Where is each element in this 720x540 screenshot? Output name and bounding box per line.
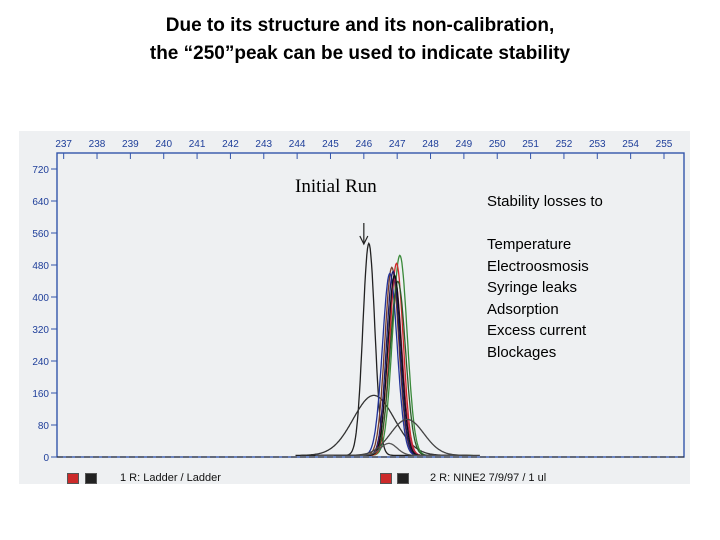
x-tick-label: 245 xyxy=(322,139,339,150)
x-tick-label: 242 xyxy=(222,139,239,150)
x-tick-label: 249 xyxy=(456,139,473,150)
cause-electroosmosis: Electroosmosis xyxy=(487,257,589,275)
x-tick-label: 246 xyxy=(355,139,372,150)
trace-label-left: 1 R: Ladder / Ladder xyxy=(120,472,221,484)
slide-title: Due to its structure and its non-calibra… xyxy=(0,12,720,68)
x-tick-label: 241 xyxy=(189,139,206,150)
legend-swatch-red-2 xyxy=(380,473,392,484)
stability-heading: Stability losses to xyxy=(487,193,603,210)
y-tick-label: 400 xyxy=(32,293,49,304)
x-tick-label: 251 xyxy=(522,139,539,150)
x-tick-label: 237 xyxy=(55,139,72,150)
y-tick-label: 320 xyxy=(32,325,49,336)
y-tick-label: 160 xyxy=(32,389,49,400)
electropherogram-plot: 237 238 239 240 241 242 243 244 245 246 247 248 249 2… xyxy=(19,131,690,484)
legend-swatch-black-1 xyxy=(85,473,97,484)
plot-frame xyxy=(56,152,685,458)
initial-run-label: Initial Run xyxy=(295,176,377,197)
y-tick-label: 720 xyxy=(32,165,49,176)
stability-annotation: Stability losses to Temperature Electroo… xyxy=(487,192,603,364)
x-tick-label: 255 xyxy=(656,139,673,150)
cause-adsorption: Adsorption xyxy=(487,300,559,318)
x-tick-label: 238 xyxy=(89,139,106,150)
trace-line xyxy=(295,241,442,457)
y-tick-label: 560 xyxy=(32,229,49,240)
legend-swatch-black-2 xyxy=(397,473,409,484)
x-tick-label: 253 xyxy=(589,139,606,150)
trace-label-right: 2 R: NINE2 7/9/97 / 1 ul xyxy=(430,472,547,484)
x-tick-label: 247 xyxy=(389,139,406,150)
legend-swatch-red-1 xyxy=(67,473,79,484)
x-tick-label: 240 xyxy=(155,139,172,150)
x-tick-label: 254 xyxy=(622,139,639,150)
cause-syringe-leaks: Syringe leaks xyxy=(487,279,578,297)
y-tick-label: 640 xyxy=(32,197,49,208)
x-tick-label: 243 xyxy=(255,139,272,150)
x-tick-label: 248 xyxy=(422,139,439,150)
y-tick-label: 0 xyxy=(43,453,49,464)
x-tick-label: 252 xyxy=(556,139,573,150)
y-tick-label: 80 xyxy=(38,421,50,432)
cause-temperature: Temperature xyxy=(487,236,572,253)
trace-line xyxy=(300,394,447,456)
arrow-head xyxy=(359,235,369,246)
cause-excess-current: Excess current xyxy=(487,322,587,340)
x-tick-label: 239 xyxy=(122,139,139,150)
title-line-1: Due to its structure and its non-calibra… xyxy=(165,15,555,36)
chart-svg: 237 238 239 240 241 242 243 244 245 246 247 248 249 2… xyxy=(32,139,685,464)
x-tick-label: 244 xyxy=(289,139,306,150)
y-tick-label: 480 xyxy=(32,261,49,272)
cause-blockages: Blockages xyxy=(487,343,557,361)
trace-line xyxy=(333,418,480,457)
title-line-2: the “250”peak can be used to indicate st… xyxy=(149,43,571,64)
y-tick-label: 240 xyxy=(32,357,49,368)
x-tick-label: 250 xyxy=(489,139,506,150)
